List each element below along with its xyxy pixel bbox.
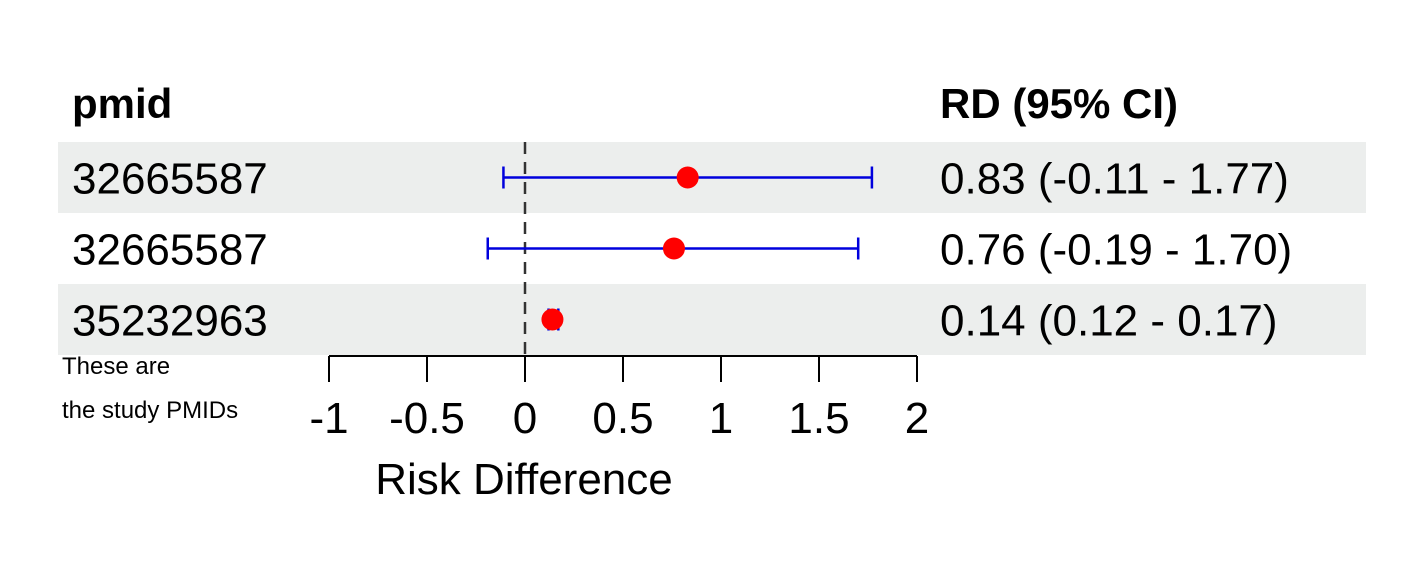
x-tick-label: 1.5 xyxy=(788,394,849,443)
x-tick-label: -1 xyxy=(309,394,348,443)
estimate-ci-label: 0.76 (-0.19 - 1.70) xyxy=(940,226,1292,275)
x-tick-label: 0 xyxy=(513,394,537,443)
x-tick-label: -0.5 xyxy=(389,394,465,443)
x-axis-title: Risk Difference xyxy=(375,455,673,504)
estimate-ci-label: 0.14 (0.12 - 0.17) xyxy=(940,297,1278,346)
estimate-labels: 0.83 (-0.11 - 1.77) 0.76 (-0.19 - 1.70) 0.… xyxy=(940,155,1292,346)
footnote-line-1: These are xyxy=(62,353,170,380)
study-labels: 32665587 32665587 35232963 xyxy=(72,155,268,346)
x-tick-label: 1 xyxy=(709,394,733,443)
x-tick-label: 2 xyxy=(905,394,929,443)
study-pmid-label: 35232963 xyxy=(72,297,268,346)
point-estimate xyxy=(676,166,699,189)
point-estimate xyxy=(662,237,685,260)
row-shade xyxy=(58,284,1366,355)
point-estimates xyxy=(541,166,699,331)
x-axis: -1 -0.5 0 0.5 1 1.5 2 xyxy=(309,355,929,443)
study-pmid-label: 32665587 xyxy=(72,155,268,204)
point-estimate xyxy=(541,308,564,331)
row-backgrounds xyxy=(58,142,1366,355)
left-column-header: pmid xyxy=(72,80,172,127)
x-tick-label: 0.5 xyxy=(592,394,653,443)
right-column-header: RD (95% CI) xyxy=(940,80,1178,127)
study-pmid-label: 32665587 xyxy=(72,226,268,275)
footnote-line-2: the study PMIDs xyxy=(62,397,238,424)
estimate-ci-label: 0.83 (-0.11 - 1.77) xyxy=(940,155,1289,204)
